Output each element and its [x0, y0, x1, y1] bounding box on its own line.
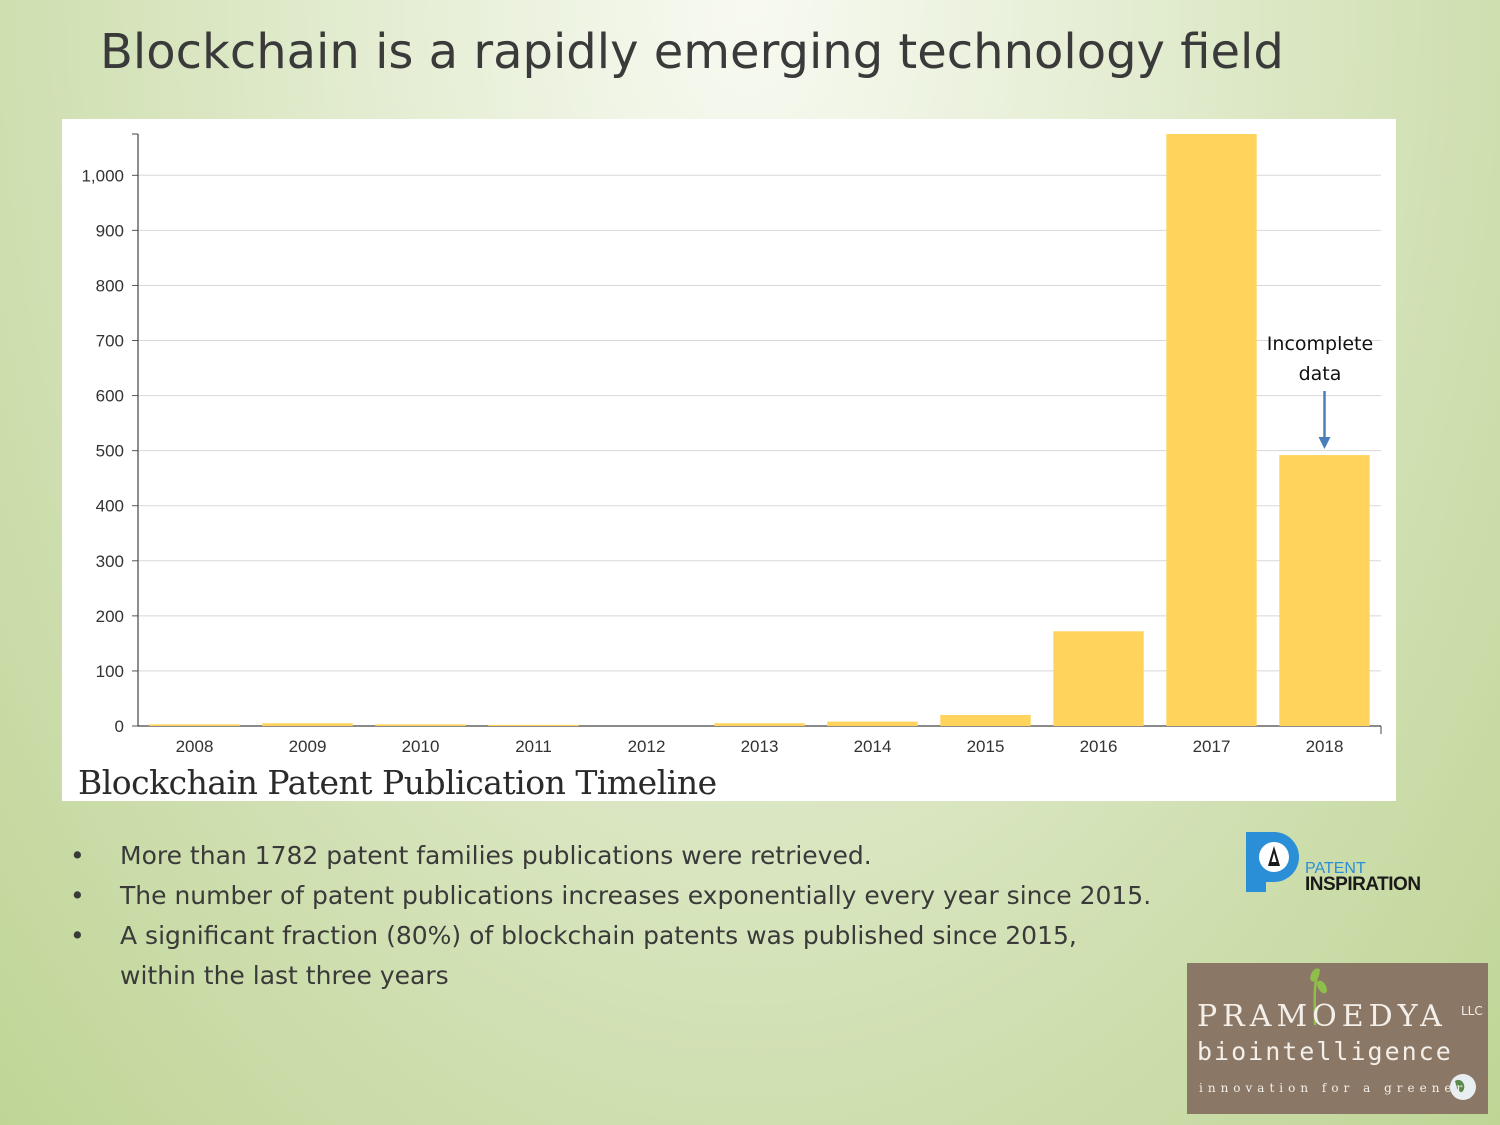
y-tick-label: 700: [96, 332, 124, 351]
x-tick-label: 2009: [289, 737, 327, 756]
bar-2013: [714, 723, 805, 726]
bar-2015: [940, 714, 1031, 726]
bullet-item: • The number of patent publications incre…: [70, 876, 1160, 916]
bullet-dot: •: [70, 881, 85, 910]
bar-2016: [1053, 631, 1144, 726]
incomplete-data-annotation: Incomplete data: [1252, 329, 1388, 389]
bar-2017: [1166, 134, 1257, 726]
x-tick-label: 2012: [628, 737, 666, 756]
pramoedya-llc: LLC: [1461, 1004, 1483, 1018]
y-tick-label: 1,000: [81, 166, 124, 185]
annotation-line-1: Incomplete: [1266, 333, 1374, 355]
pramoedya-name: PRAMOEDYA: [1197, 999, 1447, 1034]
bullet-dot: •: [70, 841, 85, 870]
y-tick-label: 900: [96, 221, 124, 240]
bar-2011: [488, 724, 579, 726]
x-tick-label: 2015: [967, 737, 1005, 756]
x-tick-label: 2016: [1080, 737, 1118, 756]
pramoedya-subtitle: biointelligence: [1197, 1037, 1453, 1066]
patent-inspiration-logo: PATENT INSPIRATION: [1244, 826, 1424, 895]
bullet-list: • More than 1782 patent families publicat…: [70, 836, 1160, 996]
x-tick-label: 2017: [1193, 737, 1231, 756]
annotation-arrow-head: [1318, 437, 1331, 450]
bar-2008: [149, 724, 240, 726]
patent-inspiration-line-2: INSPIRATION: [1305, 874, 1421, 895]
x-tick-label: 2010: [402, 737, 440, 756]
x-tick-label: 2013: [741, 737, 779, 756]
y-tick-label: 300: [96, 552, 124, 571]
bullet-text: A significant fraction (80%) of blockcha…: [120, 921, 1077, 990]
x-tick-label: 2008: [176, 737, 214, 756]
y-tick-label: 400: [96, 497, 124, 516]
bullet-item: • A significant fraction (80%) of blockch…: [70, 916, 1160, 996]
chart-title: Blockchain Patent Publication Timeline: [78, 763, 717, 802]
bar-chart: 0 100 200 300 400 500 600 700 800 900 1,000 2008 200…: [81, 133, 1382, 756]
y-tick-label: 600: [96, 387, 124, 406]
chart-panel: 0 100 200 300 400 500 600 700 800 900 1,000 2008 200…: [62, 119, 1396, 802]
y-tick-label: 500: [96, 442, 124, 461]
x-tick-label: 2011: [515, 737, 552, 756]
bar-2010: [375, 724, 466, 726]
bullet-text: The number of patent publications increa…: [120, 881, 1152, 910]
bar-2018: [1279, 455, 1370, 726]
patent-inspiration-line-1: PATENT: [1305, 860, 1366, 877]
pramoedya-logo: PRAMOEDYA biointelligence innovation for…: [1187, 963, 1488, 1114]
bullet-text: More than 1782 patent families publicati…: [120, 841, 872, 870]
bullet-dot: •: [70, 921, 85, 950]
bar-2014: [827, 721, 918, 726]
y-tick-label: 0: [115, 717, 124, 736]
bar-2009: [262, 723, 353, 726]
sprout-icon: [1310, 968, 1476, 1100]
slide-title: Blockchain is a rapidly emerging technol…: [100, 24, 1284, 80]
bullet-item: • More than 1782 patent families publicat…: [70, 836, 1160, 876]
annotation-line-2: data: [1298, 363, 1342, 385]
x-tick-label: 2014: [854, 737, 892, 756]
patent-inspiration-icon: [1246, 832, 1299, 892]
y-tick-label: 200: [96, 607, 124, 626]
pramoedya-tagline: innovation for a greener: [1199, 1081, 1468, 1095]
x-tick-label: 2018: [1306, 737, 1344, 756]
y-tick-label: 800: [96, 276, 124, 295]
y-tick-label: 100: [96, 662, 124, 681]
